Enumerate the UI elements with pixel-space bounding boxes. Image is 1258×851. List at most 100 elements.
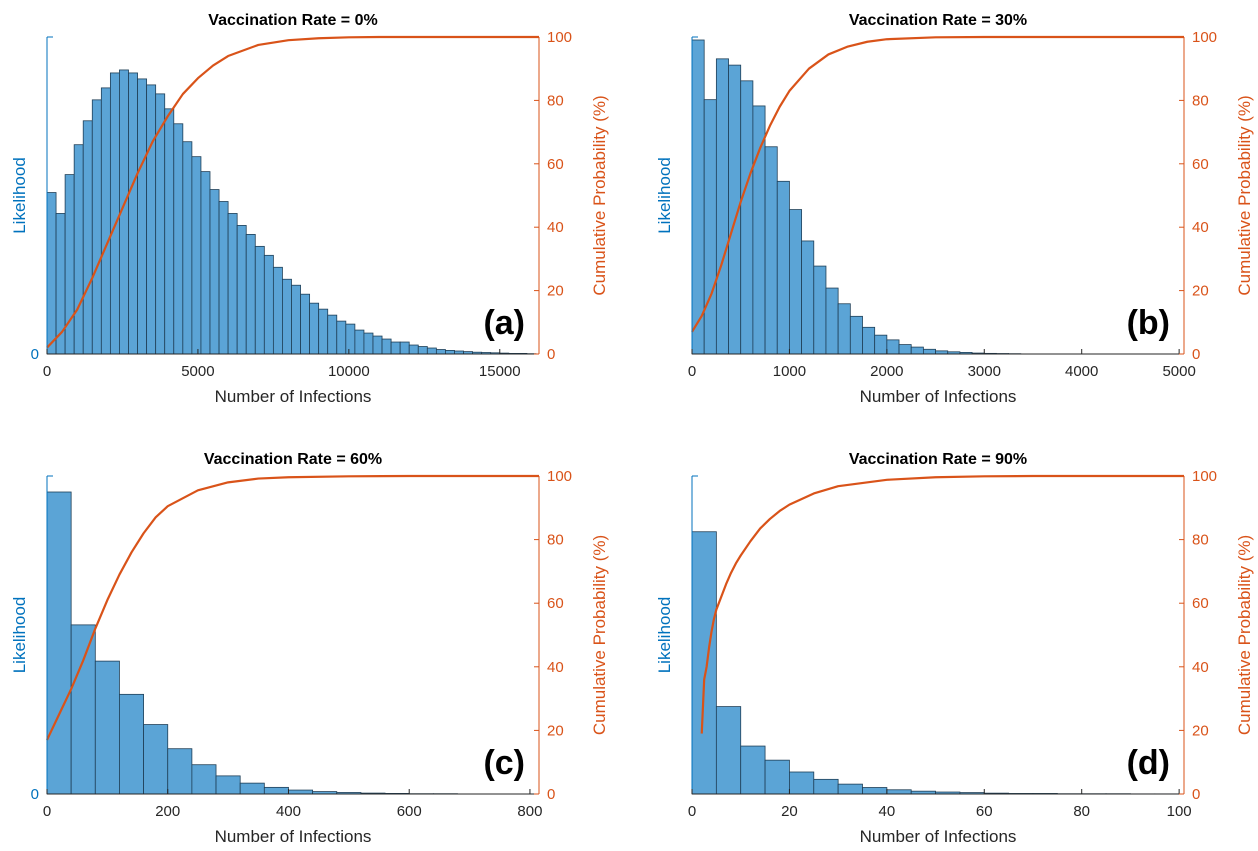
right-tick-label: 20 <box>547 283 564 300</box>
histogram-bar <box>291 284 301 355</box>
panel-label: (d) <box>1127 744 1170 782</box>
histogram-bar <box>209 189 220 355</box>
right-tick-label: 0 <box>547 346 555 363</box>
histogram-bar <box>435 349 446 355</box>
left-y-axis-label: Likelihood <box>655 597 674 674</box>
right-tick-label: 20 <box>547 722 564 739</box>
x-tick-label: 3000 <box>968 363 1001 380</box>
histogram-bar <box>691 39 705 355</box>
right-tick-label: 100 <box>547 468 572 485</box>
right-tick-label: 60 <box>1192 595 1209 612</box>
panel-label: (a) <box>483 304 525 342</box>
histogram-bar <box>82 120 93 355</box>
histogram-bar <box>922 348 936 355</box>
histogram-bar <box>886 789 912 795</box>
histogram-bar <box>789 209 803 355</box>
histogram-bar <box>825 287 839 355</box>
histogram-bar <box>363 332 374 355</box>
chart-panel-a: 0 5000 10000 15000 0 20 40 60 80 100 0 Vaccination … <box>10 12 609 406</box>
histogram-bar <box>691 531 717 795</box>
chart-title: Vaccination Rate = 90% <box>849 451 1027 468</box>
histogram-bar <box>137 78 148 355</box>
x-axis-label: Number of Infections <box>215 387 372 406</box>
histogram-bar <box>218 201 229 355</box>
histogram-bar <box>408 344 419 355</box>
histogram-bar <box>100 87 111 355</box>
x-tick-label: 1000 <box>773 363 806 380</box>
right-tick-label: 80 <box>1192 92 1209 109</box>
histogram-bar <box>167 748 193 795</box>
histogram-bar <box>46 491 72 795</box>
x-tick-label: 0 <box>43 363 51 380</box>
x-tick-label: 60 <box>976 803 993 820</box>
x-axis-label: Number of Infections <box>215 827 372 846</box>
x-tick-label: 5000 <box>1162 363 1195 380</box>
histogram-bar <box>862 787 888 795</box>
histogram-bar <box>73 144 84 355</box>
right-tick-label: 0 <box>547 786 555 803</box>
x-tick-label: 40 <box>879 803 896 820</box>
histogram-bar <box>309 302 320 355</box>
x-tick-label: 200 <box>155 803 180 820</box>
histogram-bar <box>282 278 292 355</box>
left-y-axis-label: Likelihood <box>10 157 29 234</box>
histogram-bar <box>164 108 175 355</box>
right-tick-label: 0 <box>1192 786 1200 803</box>
right-tick-label: 80 <box>1192 532 1209 549</box>
cumulative-probability-line <box>700 474 1184 734</box>
right-tick-label: 40 <box>1192 219 1209 236</box>
histogram-bar <box>417 346 428 355</box>
histogram-bar <box>263 786 289 795</box>
left-y-axis-label: Likelihood <box>655 157 674 234</box>
right-y-axis-label: Cumulative Probability (%) <box>1235 95 1254 295</box>
histogram-bar <box>910 346 924 355</box>
x-axis-label: Number of Infections <box>860 387 1017 406</box>
chart-panel-c: 0 200 400 600 800 0 20 40 60 80 100 0 Vaccination Ra… <box>10 451 609 846</box>
histogram-bar <box>146 84 157 355</box>
x-tick-label: 0 <box>688 803 696 820</box>
histogram-bar <box>801 240 815 355</box>
histogram-bar <box>813 778 839 795</box>
histogram-bar <box>288 789 314 795</box>
histogram-bar <box>849 315 863 355</box>
cumulative-probability-line <box>46 474 539 741</box>
left-tick-label: 0 <box>31 786 39 803</box>
histogram-bar <box>236 225 247 355</box>
chart-title: Vaccination Rate = 30% <box>849 12 1027 29</box>
histogram-bar <box>862 326 876 355</box>
histogram-bar <box>837 783 863 795</box>
histogram-bar <box>109 72 120 355</box>
chart-panel-b: 0 1000 2000 3000 4000 5000020406080100Vaccina… <box>655 12 1254 406</box>
histogram-bar <box>70 624 96 795</box>
x-tick-label: 5000 <box>181 363 214 380</box>
histogram-bar <box>715 58 729 355</box>
histogram-bar <box>200 171 211 355</box>
histogram-bar <box>91 99 102 355</box>
right-tick-label: 20 <box>1192 283 1209 300</box>
histogram-bar <box>119 693 144 795</box>
x-axis-label: Number of Infections <box>860 827 1017 846</box>
histogram-bar <box>740 745 766 795</box>
x-tick-label: 600 <box>397 803 422 820</box>
histogram-bar <box>381 338 392 355</box>
histogram-bar <box>372 335 383 355</box>
right-tick-label: 60 <box>547 595 564 612</box>
histogram-bar <box>764 759 790 795</box>
histogram-bar <box>345 323 356 355</box>
x-tick-label: 0 <box>688 363 696 380</box>
histogram-bar <box>886 339 900 355</box>
chart-title: Vaccination Rate = 0% <box>208 12 377 29</box>
left-y-axis-label: Likelihood <box>10 597 29 674</box>
right-tick-label: 80 <box>547 532 564 549</box>
histogram-bar <box>191 764 217 795</box>
right-tick-label: 20 <box>1192 722 1209 739</box>
histogram-bar <box>263 254 274 355</box>
right-tick-label: 60 <box>1192 156 1209 173</box>
histogram-bar <box>354 329 365 355</box>
histogram-bar <box>143 724 169 795</box>
right-y-axis-label: Cumulative Probability (%) <box>1235 535 1254 735</box>
x-tick-label: 100 <box>1167 803 1192 820</box>
histogram-bar <box>390 341 401 355</box>
